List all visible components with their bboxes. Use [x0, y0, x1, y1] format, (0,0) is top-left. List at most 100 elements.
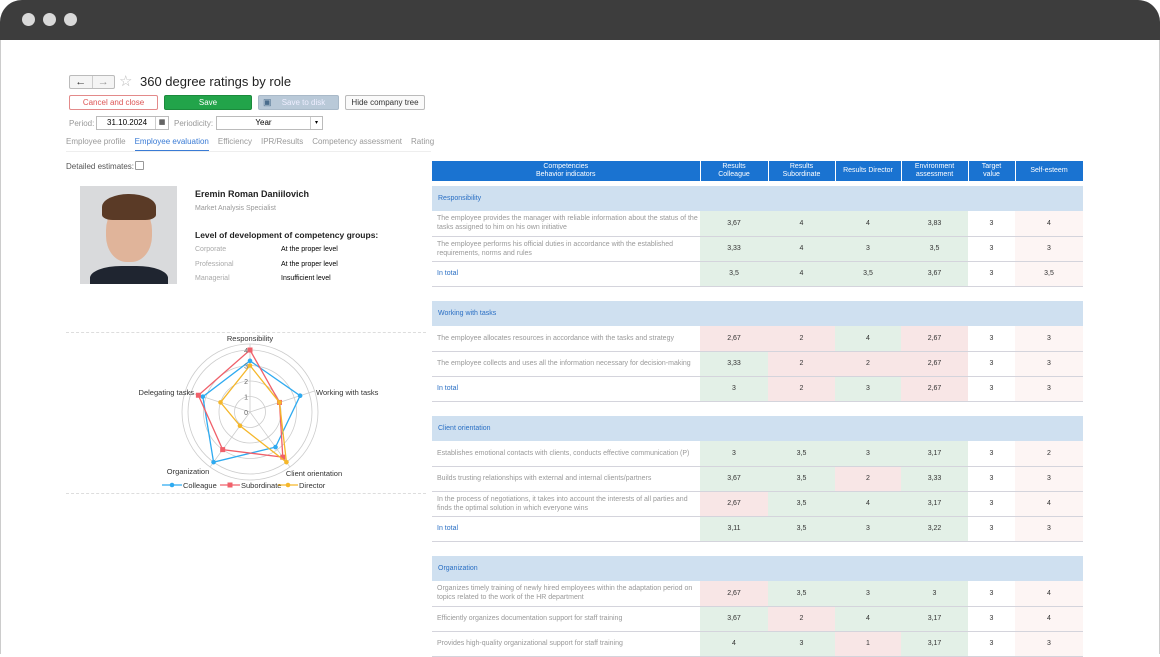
window-dot[interactable]: [22, 13, 35, 26]
tick-label: 0: [244, 410, 248, 417]
tab-ipr-results[interactable]: IPR/Results: [260, 137, 304, 146]
score-cell: 3: [968, 211, 1015, 237]
table-row[interactable]: Efficiently organizes documentation supp…: [432, 606, 1083, 632]
hide-company-tree-button[interactable]: Hide company tree: [345, 95, 425, 110]
table-row[interactable]: The employee collects and uses all the i…: [432, 351, 1083, 377]
table-row[interactable]: Provides high-quality organizational sup…: [432, 631, 1083, 657]
score-cell: 3: [968, 441, 1015, 467]
score-cell: 4: [835, 326, 901, 352]
level-row: Professional At the proper level: [195, 258, 338, 273]
score-cell: 3,5: [768, 466, 835, 492]
legend-marker: [285, 482, 291, 488]
table-row[interactable]: The employee allocates resources in acco…: [432, 326, 1083, 352]
score-cell: 3,5: [1015, 261, 1083, 287]
table-row[interactable]: Establishes emotional contacts with clie…: [432, 441, 1083, 467]
data-point: [280, 454, 286, 460]
tab-employee-evaluation[interactable]: Employee evaluation: [134, 137, 209, 151]
score-cell: 4: [835, 606, 901, 632]
total-row[interactable]: In total 3,5 4 3,5 3,67 3 3,5: [432, 261, 1083, 287]
period-value: 31.10.2024: [107, 118, 148, 127]
score-cell: 3: [968, 261, 1015, 287]
axis-label: Working with tasks: [316, 388, 379, 397]
window-dot[interactable]: [64, 13, 77, 26]
period-input[interactable]: 31.10.2024 ▦: [96, 116, 169, 130]
score-cell: 4: [835, 491, 901, 517]
indicator-text: Efficiently organizes documentation supp…: [432, 606, 700, 632]
cancel-button[interactable]: Cancel and close: [69, 95, 158, 110]
level-row: Managerial Insufficient level: [195, 272, 338, 287]
column-header[interactable]: Results Director: [835, 161, 902, 181]
axis-line: [209, 411, 251, 468]
table-row[interactable]: The employee provides the manager with r…: [432, 211, 1083, 237]
score-cell: 3,67: [700, 606, 768, 632]
column-header[interactable]: Results Subordinate: [768, 161, 836, 181]
score-cell: 3,17: [901, 491, 968, 517]
column-header[interactable]: Environment assessment: [901, 161, 969, 181]
score-cell: 2: [768, 326, 835, 352]
level-value: Insufficient level: [281, 275, 331, 282]
tab-employee-profile[interactable]: Employee profile: [66, 137, 126, 146]
legend-label: Colleague: [183, 481, 217, 490]
column-header[interactable]: Results Colleague: [700, 161, 769, 181]
ratings-table: Competencies Behavior indicators Results …: [432, 161, 1084, 657]
chevron-down-icon[interactable]: ▾: [310, 117, 322, 129]
window-titlebar: [0, 0, 1160, 40]
score-cell: 3: [901, 581, 968, 607]
star-icon[interactable]: ☆: [119, 73, 133, 90]
calendar-icon[interactable]: ▦: [155, 117, 168, 129]
save-to-disk-button[interactable]: ▣ Save to disk: [258, 95, 339, 110]
tab-competency-assessment[interactable]: Competency assessment: [312, 137, 403, 146]
radar-chart: 0 1 2 3 4 Responsibility Working with tasks Cli…: [139, 334, 379, 490]
back-button[interactable]: ←: [75, 76, 87, 88]
score-cell: 3: [1015, 376, 1083, 402]
tab-efficiency[interactable]: Efficiency: [217, 137, 252, 146]
axis-label: Client orientation: [286, 469, 342, 478]
detailed-estimates-checkbox[interactable]: [135, 161, 144, 170]
score-cell: 3: [1015, 236, 1083, 262]
table-row[interactable]: Organizes timely training of newly hired…: [432, 581, 1083, 607]
score-cell: 3: [968, 491, 1015, 517]
indicator-text: Provides high-quality organizational sup…: [432, 631, 700, 657]
spacer-row: [432, 401, 1083, 416]
score-cell: 2,67: [700, 491, 768, 517]
score-cell: 2: [835, 351, 901, 377]
column-header[interactable]: Target value: [968, 161, 1016, 181]
save-button[interactable]: Save: [164, 95, 252, 110]
data-point: [277, 400, 282, 405]
data-point: [247, 358, 253, 364]
score-cell: 3: [968, 466, 1015, 492]
table-row[interactable]: In the process of negotiations, it takes…: [432, 491, 1083, 517]
spacer: [432, 286, 1083, 301]
level-value: At the proper level: [281, 246, 338, 253]
total-row[interactable]: In total 3 2 3 2,67 3 3: [432, 376, 1083, 402]
column-header[interactable]: Self-esteem: [1015, 161, 1084, 181]
window-dot[interactable]: [43, 13, 56, 26]
score-cell: 3: [768, 631, 835, 657]
score-cell: 3: [700, 376, 768, 402]
forward-button[interactable]: →: [91, 76, 115, 88]
levels-title: Level of development of competency group…: [195, 230, 379, 240]
series-line: [219, 364, 288, 464]
data-point: [237, 423, 243, 429]
tick-label: 1: [244, 395, 248, 402]
score-cell: 2: [1015, 441, 1083, 467]
level-row: Corporate At the proper level: [195, 243, 338, 258]
data-point: [297, 393, 303, 399]
axis-label: Organization: [167, 467, 210, 476]
group-row: Working with tasks: [432, 301, 1083, 326]
indicator-text: Establishes emotional contacts with clie…: [432, 441, 700, 467]
table-row[interactable]: The employee performs his official dutie…: [432, 236, 1083, 262]
periodicity-select[interactable]: Year ▾: [216, 116, 323, 130]
score-cell: 3: [835, 581, 901, 607]
page-title: 360 degree ratings by role: [140, 74, 292, 89]
legend-marker: [227, 482, 233, 488]
tab-rating[interactable]: Rating: [411, 137, 435, 146]
table-row[interactable]: Builds trusting relationships with exter…: [432, 466, 1083, 492]
score-cell: 3: [1015, 516, 1083, 542]
tab-divider: [66, 151, 431, 152]
group-name: Working with tasks: [432, 301, 1083, 326]
score-cell: 2,67: [700, 581, 768, 607]
total-row[interactable]: In total 3,11 3,5 3 3,22 3 3: [432, 516, 1083, 542]
score-cell: 4: [768, 211, 835, 237]
column-header[interactable]: Competencies Behavior indicators: [432, 161, 701, 181]
